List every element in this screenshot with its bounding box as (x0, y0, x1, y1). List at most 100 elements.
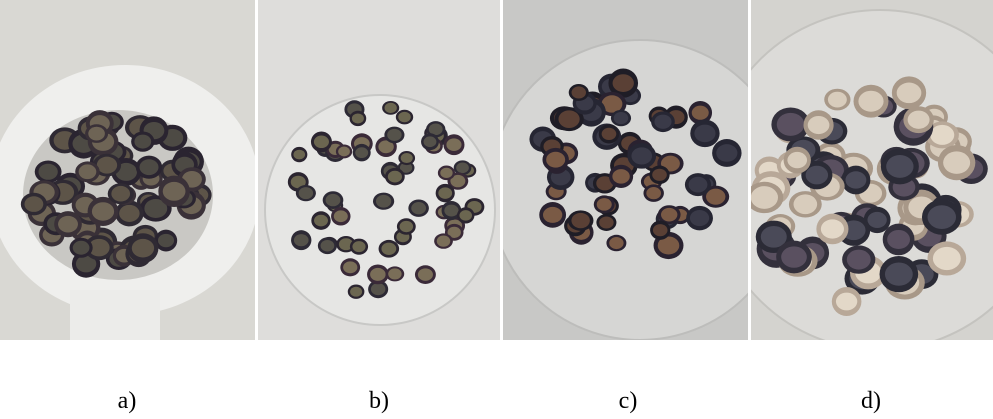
slice (396, 218, 416, 235)
slice (627, 143, 657, 169)
slice (657, 205, 681, 225)
slice (610, 109, 632, 127)
slice (395, 109, 414, 125)
slice (686, 205, 713, 231)
slice (69, 237, 93, 258)
slice (751, 181, 784, 214)
slice (783, 146, 811, 174)
slice (398, 151, 416, 166)
slice (311, 211, 331, 230)
slice (127, 233, 159, 264)
slice (771, 107, 810, 142)
slice (925, 121, 959, 149)
slice (542, 147, 569, 172)
panel-label: c) (619, 388, 638, 414)
slice (107, 183, 134, 205)
slice (115, 200, 144, 227)
slice (882, 223, 915, 256)
slice (567, 210, 594, 231)
slice (331, 207, 351, 226)
slice (863, 206, 891, 234)
slice (831, 287, 862, 316)
slice (347, 284, 365, 299)
slice (824, 88, 851, 111)
slice (434, 233, 453, 249)
slice (92, 153, 122, 177)
slice (384, 126, 405, 144)
slice (340, 258, 361, 277)
slice (903, 106, 934, 134)
slice (414, 265, 436, 284)
slice (135, 155, 163, 179)
slice (20, 192, 47, 216)
slice (801, 160, 833, 190)
slice (85, 124, 109, 143)
slice (702, 185, 730, 208)
slice (335, 144, 353, 159)
slice (457, 207, 475, 224)
slice (421, 133, 439, 151)
slice (382, 100, 400, 115)
slice (608, 68, 639, 98)
slice (880, 148, 919, 185)
slice (158, 175, 190, 208)
slice (651, 111, 675, 133)
slice (453, 160, 472, 176)
slice (295, 185, 316, 202)
slice (372, 192, 395, 210)
slice (879, 256, 919, 293)
slice (841, 165, 871, 195)
slice (554, 107, 584, 132)
slice (927, 241, 967, 276)
slice (937, 145, 976, 181)
slice (131, 131, 155, 152)
slice (853, 84, 889, 118)
panel-label: d) (861, 388, 881, 414)
slice (310, 131, 332, 153)
slice (788, 191, 822, 218)
slice (368, 280, 389, 299)
slice (712, 139, 742, 167)
slice (803, 110, 834, 140)
slice (441, 200, 462, 221)
slice (684, 173, 712, 197)
slice (649, 165, 670, 185)
slice (54, 211, 82, 238)
slice (34, 160, 62, 183)
slice (598, 124, 620, 144)
slice (606, 234, 627, 252)
slice (842, 245, 876, 274)
slice (437, 165, 456, 181)
slice (349, 110, 367, 127)
slice (75, 161, 100, 183)
panel-label: b) (369, 388, 389, 414)
slice (688, 100, 713, 125)
slice (690, 119, 720, 148)
slice (776, 240, 812, 274)
slice (568, 83, 589, 101)
slice (317, 237, 337, 255)
slice (367, 264, 389, 285)
slice (435, 183, 455, 203)
slice (378, 239, 400, 258)
slice (385, 266, 405, 282)
slice (84, 235, 114, 261)
slice (322, 191, 344, 209)
slice (921, 199, 962, 235)
slice (349, 238, 369, 255)
slice (154, 229, 178, 252)
slices (20, 68, 988, 316)
slice (443, 134, 465, 156)
slice (596, 213, 617, 231)
slice (608, 164, 634, 189)
slice (385, 167, 405, 186)
slice (539, 201, 567, 228)
slice (87, 196, 119, 226)
slice (650, 220, 671, 240)
photo-c (503, 0, 748, 340)
slice (643, 184, 664, 202)
slice (816, 213, 849, 245)
slice (593, 195, 615, 214)
